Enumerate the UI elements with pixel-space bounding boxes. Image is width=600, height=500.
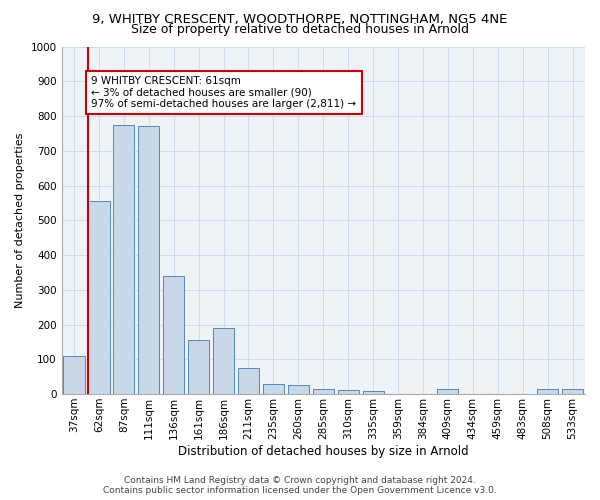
Bar bbox=[537, 389, 558, 394]
Bar bbox=[188, 340, 209, 394]
Bar bbox=[213, 328, 234, 394]
Bar bbox=[562, 389, 583, 394]
X-axis label: Distribution of detached houses by size in Arnold: Distribution of detached houses by size … bbox=[178, 444, 469, 458]
Bar bbox=[437, 389, 458, 394]
Bar bbox=[288, 386, 309, 394]
Text: 9 WHITBY CRESCENT: 61sqm
← 3% of detached houses are smaller (90)
97% of semi-de: 9 WHITBY CRESCENT: 61sqm ← 3% of detache… bbox=[91, 76, 356, 109]
Y-axis label: Number of detached properties: Number of detached properties bbox=[15, 132, 25, 308]
Bar bbox=[263, 384, 284, 394]
Bar bbox=[138, 126, 160, 394]
Bar bbox=[238, 368, 259, 394]
Text: Size of property relative to detached houses in Arnold: Size of property relative to detached ho… bbox=[131, 22, 469, 36]
Bar bbox=[88, 201, 110, 394]
Bar bbox=[163, 276, 184, 394]
Text: 9, WHITBY CRESCENT, WOODTHORPE, NOTTINGHAM, NG5 4NE: 9, WHITBY CRESCENT, WOODTHORPE, NOTTINGH… bbox=[92, 12, 508, 26]
Bar bbox=[313, 389, 334, 394]
Bar bbox=[362, 390, 384, 394]
Bar bbox=[64, 356, 85, 394]
Text: Contains HM Land Registry data © Crown copyright and database right 2024.
Contai: Contains HM Land Registry data © Crown c… bbox=[103, 476, 497, 495]
Bar bbox=[338, 390, 359, 394]
Bar bbox=[113, 124, 134, 394]
